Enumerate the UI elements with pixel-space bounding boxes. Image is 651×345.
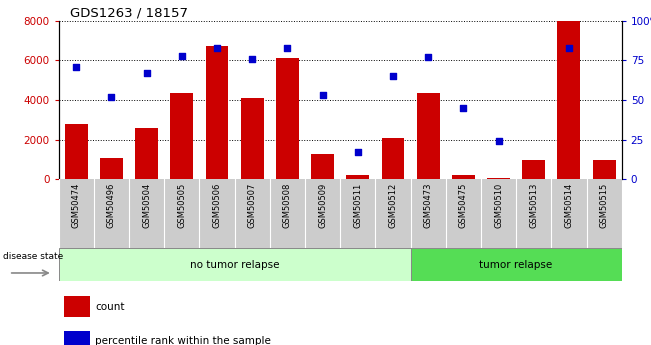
Point [458,105,469,111]
Bar [171,93,193,179]
Text: GSM50505: GSM50505 [177,183,186,228]
Point [247,56,257,61]
Bar [452,175,475,179]
Point [423,55,434,60]
Point [212,45,222,50]
Bar [311,154,334,179]
Text: GSM50510: GSM50510 [494,183,503,228]
Bar [64,124,88,179]
Bar [557,21,580,179]
Text: tumor relapse: tumor relapse [480,260,553,270]
Point [176,53,187,58]
Point [353,150,363,155]
Text: GSM50515: GSM50515 [600,183,609,228]
Text: GSM50507: GSM50507 [247,183,256,228]
Bar [417,93,439,179]
Bar [346,175,369,179]
Bar [135,128,158,179]
Text: GSM50512: GSM50512 [389,183,398,228]
Point [564,45,574,50]
Text: GSM50475: GSM50475 [459,183,468,228]
Text: percentile rank within the sample: percentile rank within the sample [95,336,271,345]
Bar [64,331,90,345]
Bar [592,159,616,179]
Bar [381,138,404,179]
Point [71,64,81,69]
Text: GSM50511: GSM50511 [353,183,362,228]
Point [282,45,292,50]
Bar [206,47,229,179]
Text: GDS1263 / 18157: GDS1263 / 18157 [70,7,188,20]
Bar [59,248,411,281]
Point [317,92,327,98]
Bar [276,58,299,179]
Point [141,70,152,76]
Text: GSM50514: GSM50514 [564,183,574,228]
Text: GSM50473: GSM50473 [424,183,433,228]
Text: GSM50508: GSM50508 [283,183,292,228]
Point [106,94,117,100]
Bar [411,248,622,281]
Text: GSM50496: GSM50496 [107,183,116,228]
Bar [522,159,545,179]
Text: GSM50474: GSM50474 [72,183,81,228]
Text: GSM50506: GSM50506 [212,183,221,228]
Bar [241,98,264,179]
Text: no tumor relapse: no tumor relapse [190,260,279,270]
Text: disease state: disease state [3,252,63,261]
Text: GSM50509: GSM50509 [318,183,327,228]
Bar [100,158,123,179]
Text: GSM50504: GSM50504 [142,183,151,228]
Point [493,139,504,144]
Point [388,73,398,79]
Bar [487,178,510,179]
Text: count: count [95,302,125,312]
Bar [64,296,90,317]
Text: GSM50513: GSM50513 [529,183,538,228]
